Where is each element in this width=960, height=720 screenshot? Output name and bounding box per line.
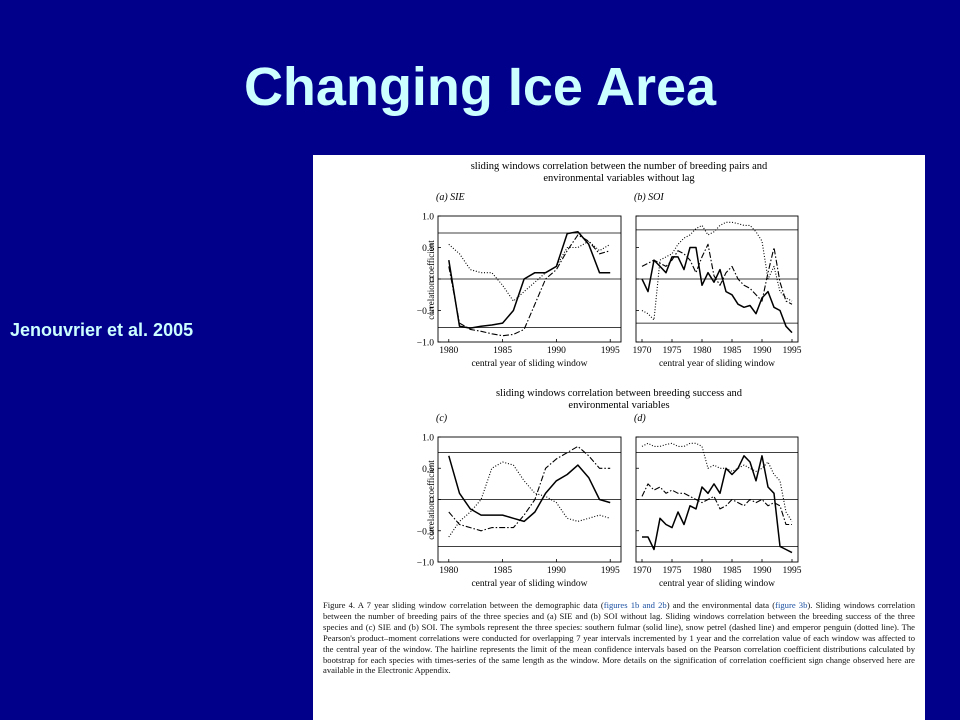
- caption-lead: Figure 4. A 7 year sliding window correl…: [323, 600, 604, 610]
- panel-a-label: (a) SIE: [436, 192, 465, 203]
- panel-c-label: (c): [436, 413, 448, 424]
- panel-d-xtick-label: 1995: [783, 566, 802, 576]
- panel-a-series-dotted: [448, 240, 611, 302]
- panel-a-ytick-label: −1.0: [417, 339, 434, 349]
- panel-c-xtick-label: 1990: [547, 566, 566, 576]
- panel-a-ytick-label: 0: [429, 276, 434, 286]
- panel-b-series-dashed: [641, 243, 793, 305]
- panel-c-xlabel: central year of sliding window: [471, 578, 587, 589]
- panel-a-xtick-label: 1990: [547, 346, 566, 356]
- panel-a-xtick-label: 1980: [439, 346, 458, 356]
- panel-a-ytick-label: −0.5: [417, 307, 434, 317]
- panel-d-series-dotted: [641, 442, 793, 522]
- caption-rest: ). Sliding windows correlation between t…: [323, 600, 915, 676]
- panel-c-ytick-label: 0: [429, 496, 434, 506]
- panel-c-xtick-label: 1995: [601, 566, 620, 576]
- panel-b-xtick-label: 1985: [723, 346, 742, 356]
- panel-b-xtick-label: 1990: [753, 346, 772, 356]
- ylabel-bottom: correlation coefficient: [426, 460, 436, 540]
- panel-d-xtick-label: 1985: [723, 566, 742, 576]
- panel-c-ytick-label: 0.5: [422, 465, 434, 475]
- panel-a-xtick-label: 1995: [601, 346, 620, 356]
- panel-c-ytick-label: −1.0: [417, 559, 434, 569]
- panel-d-xtick-label: 1975: [663, 566, 682, 576]
- panel-a-xlabel: central year of sliding window: [471, 358, 587, 369]
- panel-c-ytick-label: 1.0: [422, 434, 434, 444]
- figure-charts: sliding windows correlation between the …: [417, 161, 802, 589]
- panel-a-series-dashed: [448, 234, 611, 337]
- panel-b-xtick-label: 1980: [693, 346, 712, 356]
- caption-ref-figures[interactable]: figures 1b and 2b: [603, 600, 667, 610]
- panel-d-label: (d): [634, 413, 646, 424]
- panel-b-xtick-label: 1970: [633, 346, 652, 356]
- figure-caption: Figure 4. A 7 year sliding window correl…: [323, 600, 915, 676]
- middle-heading-line-1: sliding windows correlation between bree…: [496, 388, 743, 399]
- panel-d-xtick-label: 1970: [633, 566, 652, 576]
- panel-b-series-dotted: [641, 221, 793, 321]
- panel-d-series-solid: [642, 455, 793, 554]
- middle-heading-line-2: environmental variables: [568, 400, 669, 411]
- figure-panel: sliding windows correlation between the …: [313, 155, 925, 720]
- panel-c-ytick-label: −0.5: [417, 527, 434, 537]
- panel-a-ytick-label: 0.5: [422, 244, 434, 254]
- caption-mid: ) and the environmental data (: [666, 600, 776, 610]
- panel-c-xtick-label: 1985: [493, 566, 512, 576]
- caption-ref-figure[interactable]: figure 3b: [775, 600, 808, 610]
- ylabel-top: correlation coefficient: [426, 240, 436, 320]
- citation: Jenouvrier et al. 2005: [10, 320, 194, 340]
- panel-a-xtick-label: 1985: [493, 346, 512, 356]
- panel-c-xtick-label: 1980: [439, 566, 458, 576]
- panel-b-label: (b) SOI: [634, 192, 664, 203]
- top-heading-line-1: sliding windows correlation between the …: [471, 161, 768, 172]
- panel-c-series-solid: [448, 455, 611, 523]
- panel-b-xtick-label: 1975: [663, 346, 682, 356]
- panel-b-xtick-label: 1995: [783, 346, 802, 356]
- slide-title: Changing Ice Area: [243, 57, 717, 117]
- panel-b-xlabel: central year of sliding window: [659, 358, 775, 369]
- top-heading-line-2: environmental variables without lag: [543, 173, 695, 184]
- panel-a-series-solid: [448, 231, 611, 329]
- panel-d-series-dashed: [641, 483, 792, 526]
- panel-c-series-dashed: [448, 445, 611, 532]
- panel-d-xlabel: central year of sliding window: [659, 578, 775, 589]
- panel-d-xtick-label: 1990: [753, 566, 772, 576]
- panel-d-xtick-label: 1980: [693, 566, 712, 576]
- panel-b-series-solid: [641, 246, 793, 334]
- panel-a-ytick-label: 1.0: [422, 213, 434, 223]
